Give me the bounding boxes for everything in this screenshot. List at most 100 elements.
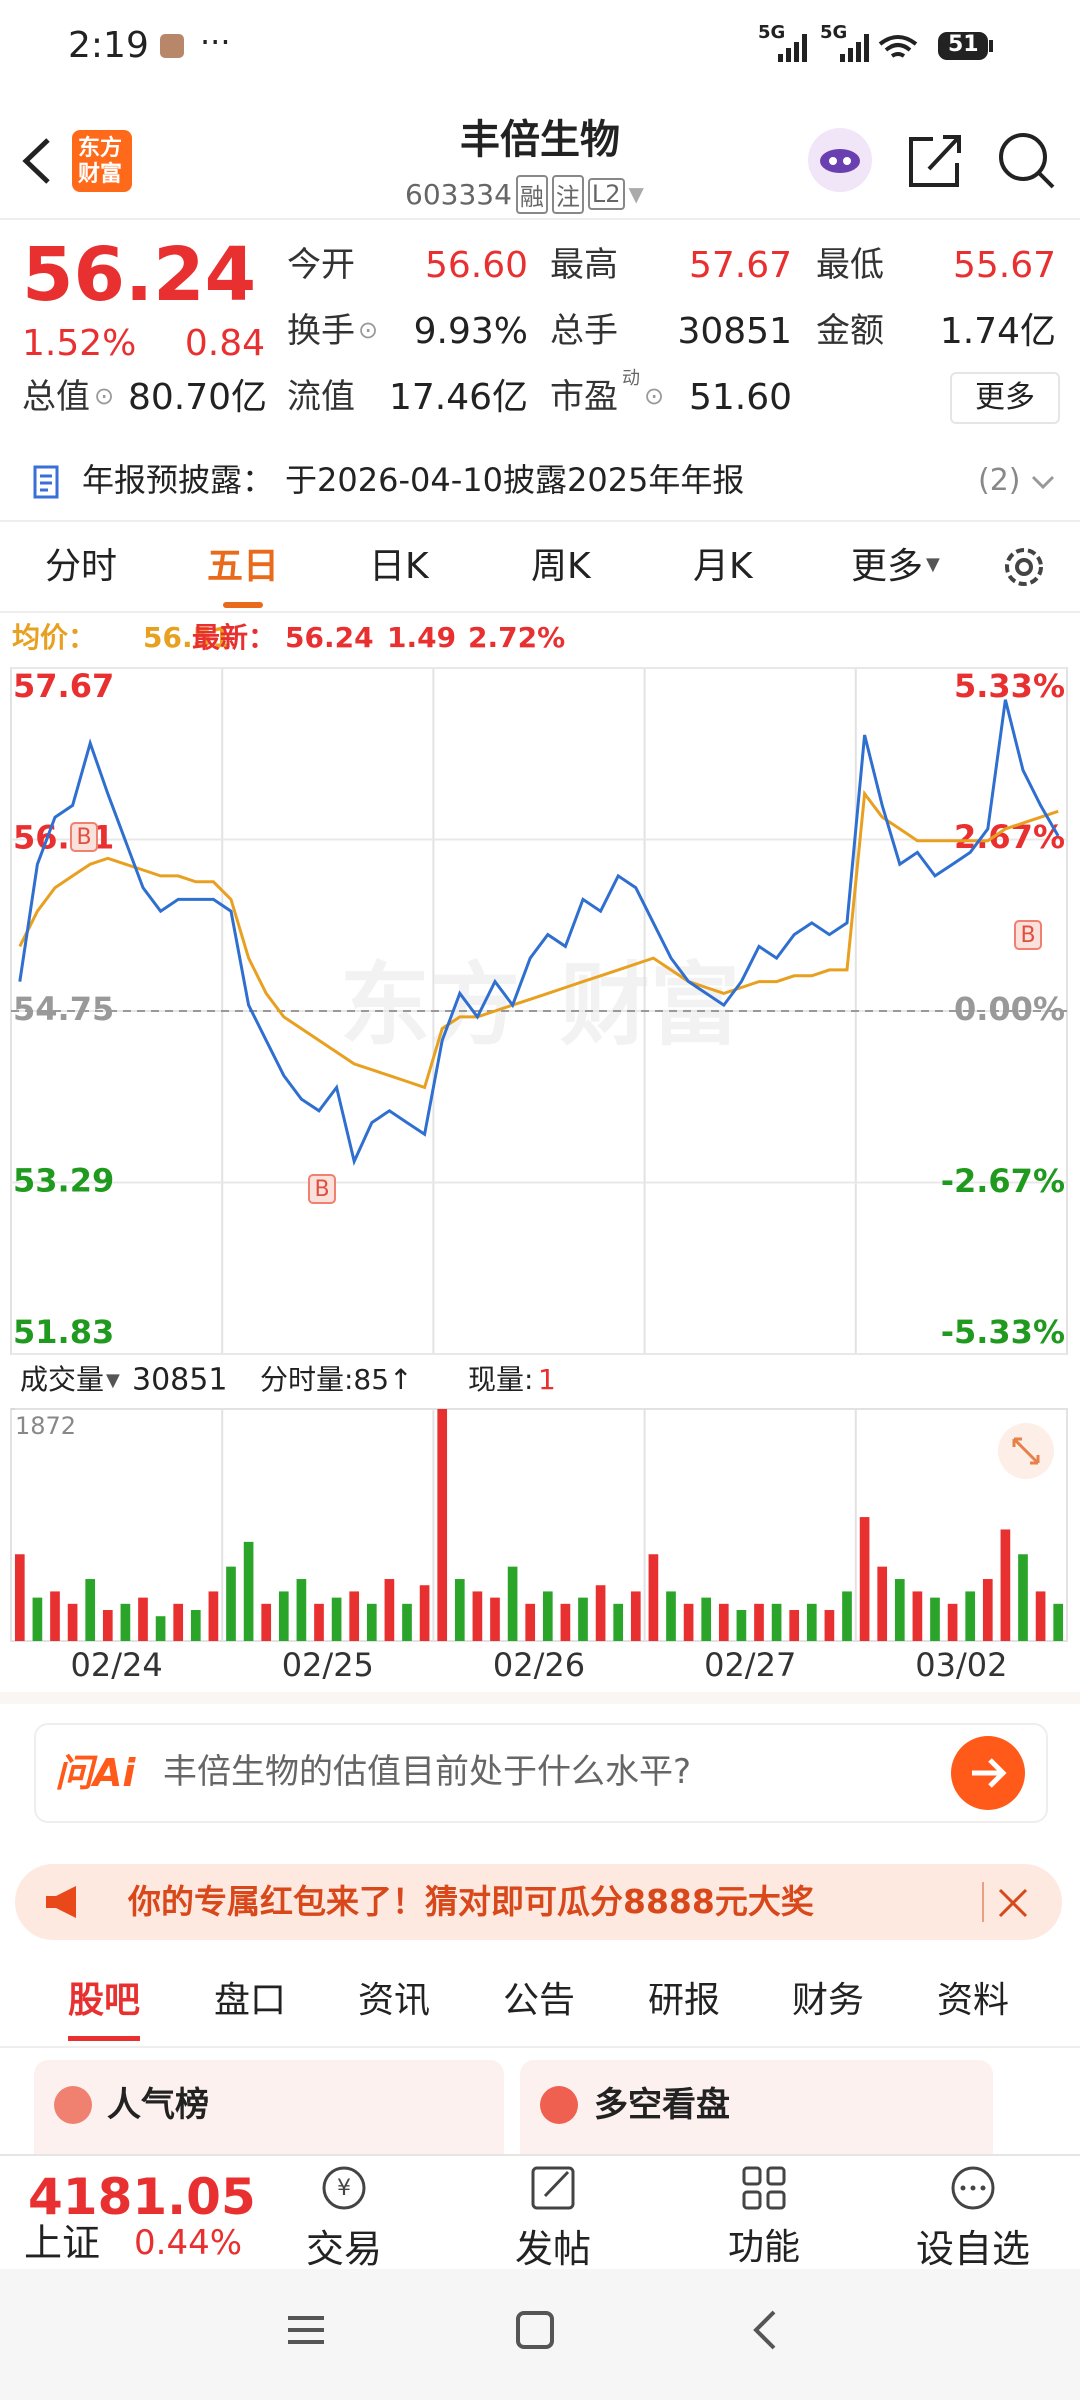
field-value: 55.67 — [952, 245, 1056, 286]
index-pct: 0.44% — [134, 2223, 243, 2263]
volume-bar — [67, 1603, 78, 1641]
now-volume-label: 现量: — [468, 1363, 533, 1396]
notice-text[interactable]: 于2026-04-10披露2025年年报 — [285, 461, 745, 499]
field-value: 51.60 — [688, 377, 792, 418]
volume-bar — [1000, 1529, 1011, 1641]
ai-box[interactable] — [34, 1723, 1048, 1823]
volume-bar — [120, 1603, 131, 1641]
sub-tab[interactable]: 资料 — [937, 1980, 1010, 2021]
info-icon[interactable]: ⊙ — [358, 316, 379, 344]
nav-item[interactable]: 发帖 — [514, 2227, 591, 2271]
banner[interactable] — [15, 1864, 1062, 1940]
divider — [0, 611, 1080, 613]
settings-button[interactable] — [1000, 543, 1048, 591]
volume-bar — [314, 1603, 324, 1641]
net-label: 5G — [820, 22, 848, 43]
volume-bar — [243, 1541, 254, 1641]
tab[interactable]: 日K — [369, 546, 429, 587]
dropdown-arrow[interactable]: ▼ — [628, 182, 644, 206]
sub-tab[interactable]: 财务 — [792, 1980, 865, 2021]
banner-close[interactable] — [996, 1886, 1030, 1920]
tab-underline — [223, 602, 263, 608]
spacer — [0, 1692, 1080, 1704]
volume-bar — [102, 1610, 113, 1641]
volume-bar — [789, 1610, 800, 1641]
share-button[interactable] — [909, 135, 961, 187]
volume-bar — [331, 1597, 342, 1641]
sub-tab-active[interactable]: 股吧 — [68, 1980, 141, 2021]
volume-bar — [261, 1603, 272, 1641]
header-icons — [808, 128, 1055, 192]
menu-button[interactable] — [288, 2316, 324, 2344]
nav-item[interactable]: 设自选 — [915, 2227, 1030, 2271]
more-button[interactable]: 更多 — [950, 372, 1060, 424]
trade-mark-box — [1014, 920, 1042, 950]
field-label: 市盈 — [550, 377, 618, 417]
volume-bar — [155, 1616, 166, 1641]
volume-bar — [630, 1591, 641, 1641]
y-tick-label: 57.67 — [13, 667, 114, 705]
tab[interactable]: 月K — [693, 546, 753, 587]
expand-chevron[interactable] — [1030, 472, 1056, 492]
card[interactable] — [34, 2060, 504, 2170]
x-tick-label: 02/27 — [704, 1646, 796, 1684]
volume-bar — [595, 1585, 606, 1641]
nav-item[interactable]: 功能 — [727, 2227, 800, 2268]
volume-bar — [930, 1597, 940, 1641]
back-nav[interactable] — [753, 2310, 776, 2350]
trade-mark: B — [76, 825, 91, 850]
y2-tick-label: -2.67% — [941, 1162, 1065, 1200]
tick-volume: 分时量:85↑ — [260, 1363, 413, 1396]
home-button[interactable] — [516, 2311, 554, 2349]
volume-bar — [771, 1603, 782, 1641]
volume-bar — [50, 1591, 60, 1641]
search-button[interactable] — [999, 133, 1055, 189]
sub-tab[interactable]: 盘口 — [214, 1980, 287, 2021]
card-title: 人气榜 — [107, 2085, 209, 2125]
nav-icons: ¥ — [322, 2166, 995, 2210]
sub-tab[interactable]: 资讯 — [358, 1980, 431, 2021]
sub-tab[interactable]: 研报 — [648, 1980, 721, 2021]
field-label: 今开 — [287, 245, 355, 285]
volume-bar — [507, 1566, 518, 1641]
field-value: 9.93% — [413, 311, 528, 352]
field-label: 金额 — [816, 311, 884, 351]
card[interactable] — [520, 2060, 993, 2170]
info-icon[interactable]: ⊙ — [94, 382, 115, 410]
tab[interactable]: 周K — [531, 546, 591, 587]
now-volume: 1 — [538, 1363, 556, 1396]
sub-tab-underline — [68, 2036, 140, 2041]
y-tick-label: 51.83 — [13, 1313, 114, 1351]
banner-sep — [982, 1882, 984, 1922]
y2-tick-label: 0.00% — [954, 990, 1065, 1028]
tab-active[interactable]: 五日 — [207, 546, 280, 587]
field-label: 总手 — [550, 311, 618, 351]
watermark: 东方 — [340, 953, 520, 1058]
volume-bar — [894, 1579, 905, 1641]
tab[interactable]: 更多 — [851, 546, 924, 587]
volume-bar — [366, 1603, 377, 1641]
volume-arrow[interactable]: ▼ — [106, 1370, 120, 1391]
volume-bar — [190, 1610, 201, 1641]
trade-mark: B — [314, 1177, 329, 1202]
nav-item[interactable]: 交易 — [305, 2227, 382, 2271]
volume-tick-label: 1872 — [15, 1412, 76, 1440]
sub-tab[interactable]: 公告 — [503, 1980, 576, 2021]
volume-bar — [454, 1579, 465, 1641]
volume-bar — [296, 1579, 307, 1641]
back-button[interactable] — [18, 136, 58, 186]
system-nav — [0, 2269, 1080, 2400]
volume-bar — [208, 1591, 219, 1641]
tab[interactable]: 分时 — [45, 546, 118, 587]
x-tick-label: 02/26 — [493, 1646, 585, 1684]
ai-send[interactable] — [950, 1735, 1026, 1811]
volume-bar — [982, 1579, 993, 1641]
info-icon[interactable]: ⊙ — [644, 382, 665, 410]
series-line — [18, 789, 1059, 1090]
avg-value: 56.51 — [143, 621, 232, 654]
volume-bar — [859, 1517, 870, 1641]
bottom-bar — [0, 2154, 1080, 2271]
field-label: 最低 — [816, 245, 884, 285]
volume-bar — [613, 1603, 624, 1641]
volume-bar — [842, 1591, 852, 1641]
